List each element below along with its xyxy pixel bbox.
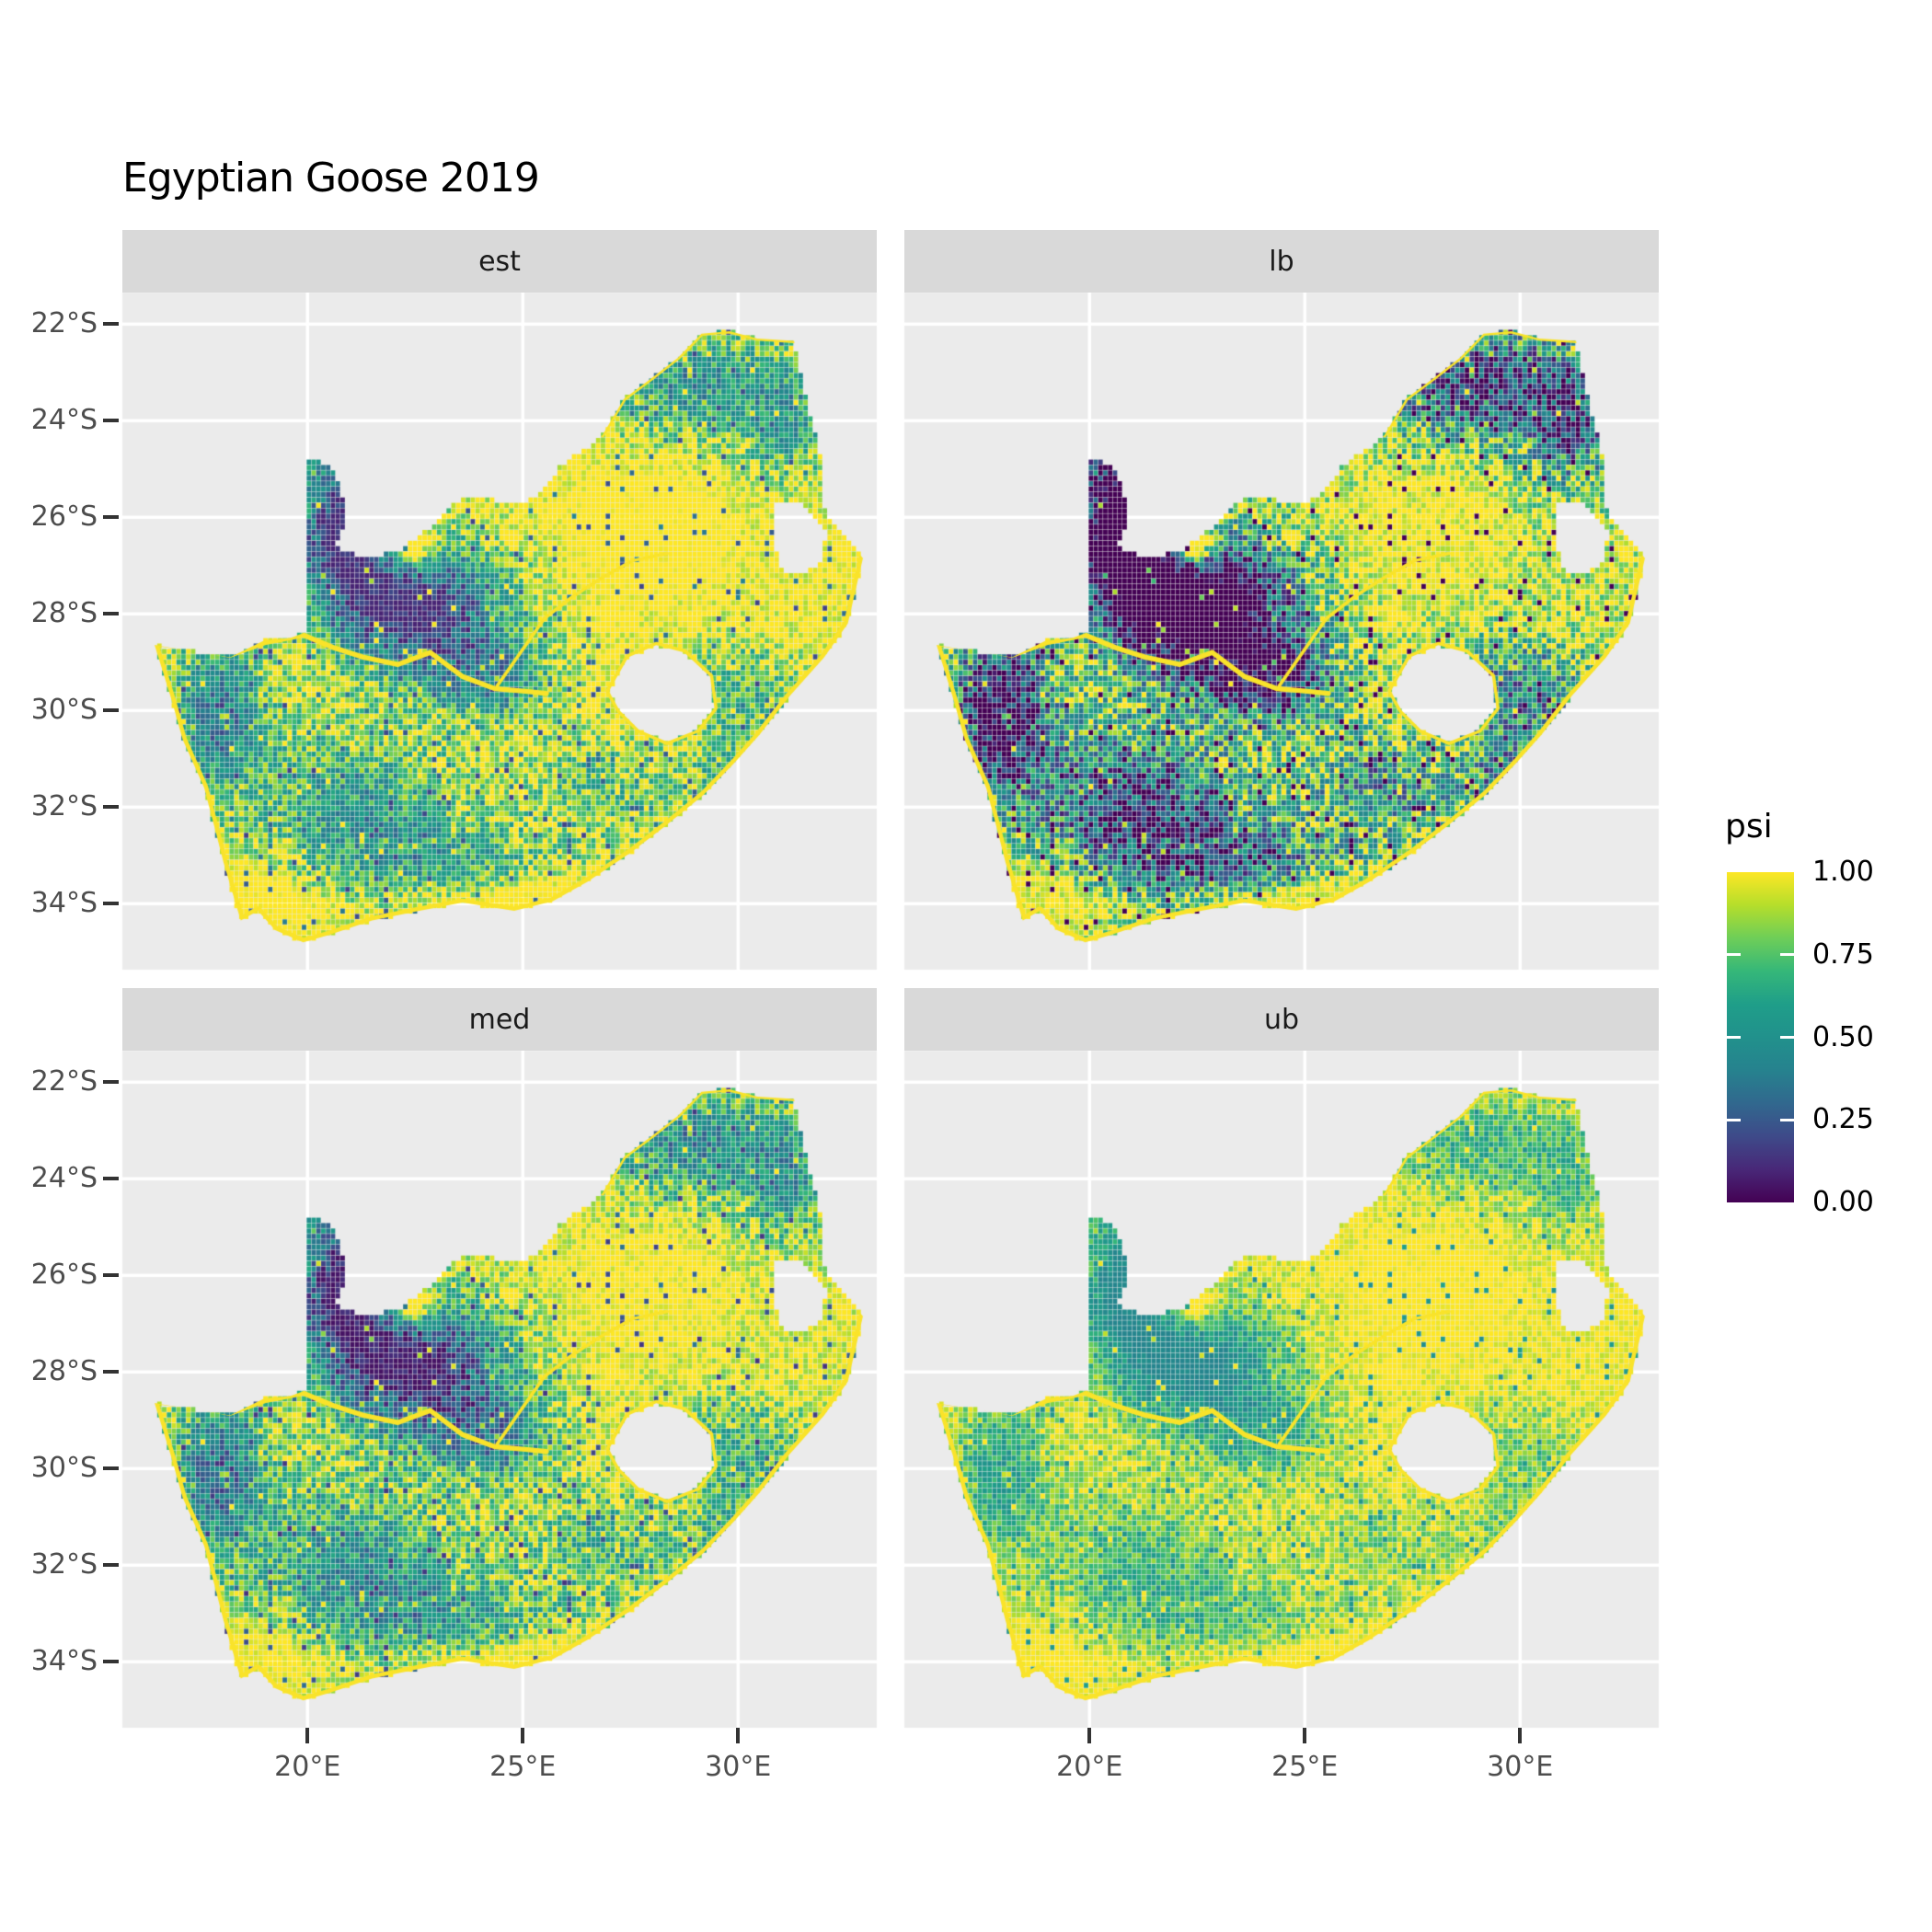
x-axis-label: 30°E xyxy=(705,1751,772,1783)
y-tick-mark xyxy=(103,612,119,615)
y-axis-label: 24°S xyxy=(30,1162,98,1195)
y-tick-mark xyxy=(103,515,119,519)
facet-strip-label: med xyxy=(468,1003,531,1036)
facet-strip-label: ub xyxy=(1263,1003,1300,1036)
y-axis-label: 24°S xyxy=(30,404,98,437)
legend-tick-mark xyxy=(1727,953,1741,957)
y-tick-mark xyxy=(103,419,119,422)
x-tick-mark xyxy=(1087,1728,1091,1743)
facet-strip-med: med xyxy=(122,988,877,1051)
x-axis-label: 30°E xyxy=(1487,1751,1554,1783)
x-tick-mark xyxy=(305,1728,309,1743)
y-axis-label: 34°S xyxy=(30,887,98,920)
x-tick-mark xyxy=(521,1728,524,1743)
legend-tick-mark xyxy=(1780,1118,1794,1121)
legend-tick-label: 1.00 xyxy=(1812,856,1874,888)
y-tick-mark xyxy=(103,322,119,326)
legend-tick-label: 0.00 xyxy=(1812,1186,1874,1218)
y-tick-mark xyxy=(103,1273,119,1277)
y-axis-label: 22°S xyxy=(30,307,98,340)
x-axis-label: 20°E xyxy=(1056,1751,1123,1783)
legend-tick-mark xyxy=(1780,953,1794,957)
y-axis-label: 28°S xyxy=(30,1355,98,1388)
facet-strip-label: lb xyxy=(1269,245,1294,278)
y-tick-mark xyxy=(103,1370,119,1374)
y-axis-label: 26°S xyxy=(30,500,98,534)
y-tick-mark xyxy=(103,805,119,809)
legend-tick-label: 0.75 xyxy=(1812,937,1874,971)
facet-strip-ub: ub xyxy=(904,988,1659,1051)
x-axis-label: 20°E xyxy=(274,1751,341,1783)
y-axis-label: 32°S xyxy=(30,790,98,823)
legend-tick-mark xyxy=(1727,1118,1741,1121)
x-axis-label: 25°E xyxy=(489,1751,557,1783)
y-tick-mark xyxy=(103,1080,119,1084)
y-axis-label: 22°S xyxy=(30,1065,98,1098)
y-axis-label: 32°S xyxy=(30,1548,98,1581)
y-tick-mark xyxy=(103,1466,119,1470)
y-axis-label: 30°S xyxy=(30,694,98,727)
x-tick-mark xyxy=(1303,1728,1306,1743)
legend-title: psi xyxy=(1725,808,1773,845)
facet-strip-est: est xyxy=(122,230,877,293)
y-axis-label: 28°S xyxy=(30,597,98,630)
plot-title: Egyptian Goose 2019 xyxy=(122,155,540,201)
y-tick-mark xyxy=(103,1563,119,1567)
y-tick-mark xyxy=(103,902,119,905)
x-tick-mark xyxy=(736,1728,740,1743)
facet-strip-label: est xyxy=(478,245,521,278)
y-axis-label: 26°S xyxy=(30,1259,98,1292)
y-axis-label: 30°S xyxy=(30,1452,98,1485)
legend-tick-label: 0.50 xyxy=(1812,1020,1874,1053)
legend-tick-label: 0.25 xyxy=(1812,1103,1874,1136)
y-axis-label: 34°S xyxy=(30,1645,98,1678)
x-tick-mark xyxy=(1518,1728,1522,1743)
x-axis-label: 25°E xyxy=(1271,1751,1339,1783)
facet-strip-lb: lb xyxy=(904,230,1659,293)
y-tick-mark xyxy=(103,1660,119,1663)
legend-tick-mark xyxy=(1727,1036,1741,1039)
legend-tick-mark xyxy=(1780,1036,1794,1039)
y-tick-mark xyxy=(103,708,119,712)
y-tick-mark xyxy=(103,1177,119,1180)
